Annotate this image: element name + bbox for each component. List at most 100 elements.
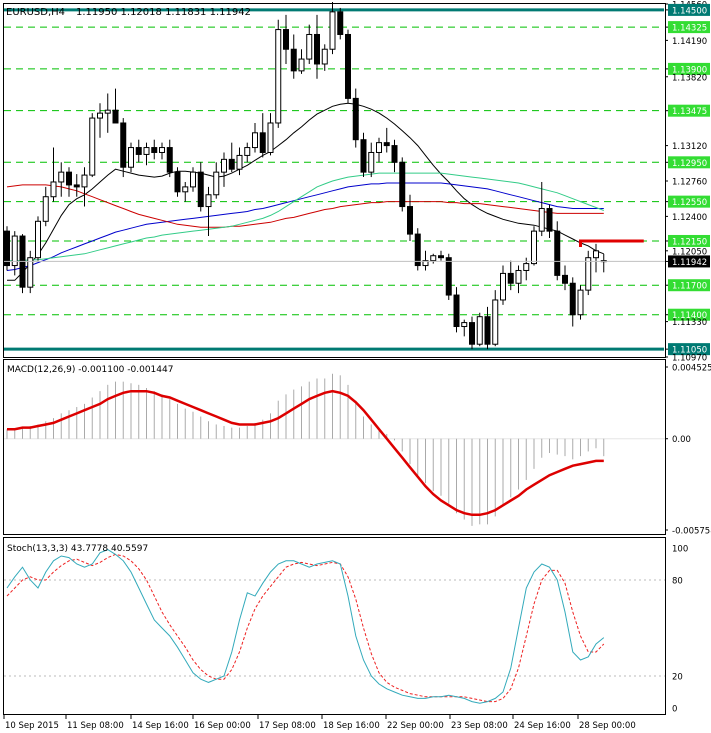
price-label-box [668, 3, 710, 16]
price-label-box [668, 156, 710, 169]
time-label: 28 Sep 00:00 [579, 721, 636, 731]
candle-body [135, 147, 142, 155]
time-label: 16 Sep 00:00 [194, 721, 251, 731]
candle-body [228, 158, 235, 170]
candle-body [81, 174, 88, 188]
candle-body [11, 235, 18, 267]
price-label: 1.11330 [672, 318, 707, 328]
candle-body [562, 274, 568, 284]
candle-body [143, 147, 150, 155]
candle-body [104, 109, 111, 114]
stoch-axis-label: 0 [672, 705, 677, 715]
candle-body [492, 299, 499, 345]
candle-body [569, 282, 576, 316]
price-label-box [668, 234, 710, 247]
stoch-signal [6, 553, 605, 703]
time-label: 11 Sep 08:00 [67, 721, 124, 731]
resistance-line [579, 239, 644, 247]
stochastic-lines [6, 549, 605, 704]
symbol-timeframe: EURUSD,H4 [6, 7, 65, 18]
candle-body [500, 272, 506, 301]
price-label: 1.13900 [672, 65, 707, 75]
candle-body [531, 230, 537, 265]
price-label: 1.14325 [672, 24, 707, 34]
price-label: 1.12550 [672, 198, 707, 208]
macd-axis-label: 0.00 [672, 435, 691, 445]
price-label: 1.11700 [672, 282, 707, 292]
resistance-marker [579, 239, 644, 247]
time-label: 24 Sep 16:00 [514, 721, 571, 731]
candle-body [383, 142, 390, 147]
candle-body [42, 196, 49, 222]
price-label-box [668, 279, 710, 292]
candle-body [430, 255, 437, 262]
candle-body [166, 147, 173, 173]
candle-body [236, 154, 243, 170]
candle-body [306, 33, 313, 60]
price-label: 1.12150 [672, 237, 707, 247]
candle-body [376, 142, 382, 153]
price-label-box [668, 255, 710, 268]
candle-body [422, 260, 429, 267]
price-label-box [668, 308, 710, 321]
time-axis: 10 Sep 2015 11 Sep 08:00 14 Sep 16:00 16 Se… [3, 715, 636, 731]
macd-axis-label: -0.005758 [672, 527, 711, 537]
time-label: 18 Sep 16:00 [323, 721, 380, 731]
candle-body [438, 255, 444, 259]
candle-body [190, 171, 196, 188]
candle-body [213, 171, 220, 196]
candle-body [252, 132, 258, 149]
candle-body [337, 11, 344, 35]
price-label: 1.13820 [672, 73, 707, 83]
candle-body [329, 11, 336, 50]
moving-average-line [6, 182, 604, 271]
candle-body [128, 147, 134, 168]
price-label: 1.10970 [672, 354, 707, 364]
time-label: 14 Sep 16:00 [132, 721, 189, 731]
stoch-main [6, 549, 605, 704]
candle-body [391, 145, 398, 163]
candle-body [593, 250, 599, 259]
price-label: 1.12050 [672, 247, 707, 257]
time-label: 17 Sep 08:00 [259, 721, 316, 731]
candle-body [197, 171, 204, 208]
time-label: 23 Sep 08:00 [451, 721, 508, 731]
candle-body [267, 122, 274, 153]
candle-body [538, 208, 545, 232]
price-label: 1.12400 [672, 213, 707, 223]
candle-body [259, 132, 266, 153]
candle-body [314, 33, 320, 65]
candle-body [205, 194, 212, 208]
candle-body [275, 29, 282, 124]
price-label-box [668, 21, 710, 34]
candle-body [546, 208, 553, 232]
price-label: 1.11400 [672, 311, 707, 321]
candle-body [182, 186, 189, 193]
candle-body [469, 322, 475, 345]
candle-body [507, 272, 514, 284]
candle-body [73, 184, 80, 188]
candle-body [585, 257, 592, 291]
candle-body [321, 48, 328, 65]
stochastic-title: Stoch(13,3,3) 43.7778 40.5597 [7, 544, 148, 554]
candle-body [120, 122, 127, 168]
price-label-box [668, 104, 710, 117]
macd-signal-line [7, 389, 604, 517]
candle-body [414, 233, 421, 267]
candle-body [66, 171, 72, 186]
stochastic-panel[interactable] [3, 537, 666, 715]
moving-average-line [7, 102, 604, 281]
candle-body [221, 158, 227, 173]
candle-body [407, 206, 413, 235]
macd-panel[interactable] [3, 359, 666, 535]
candle-body [399, 161, 406, 208]
price-label: 1.14190 [672, 37, 707, 47]
macd-axis-label: 0.004525 [672, 364, 711, 374]
candle-body [112, 109, 119, 124]
candle-body [345, 33, 351, 99]
price-label-box [668, 343, 710, 356]
candle-body [577, 289, 584, 316]
candle-body [445, 257, 452, 296]
candlesticks [4, 2, 607, 350]
